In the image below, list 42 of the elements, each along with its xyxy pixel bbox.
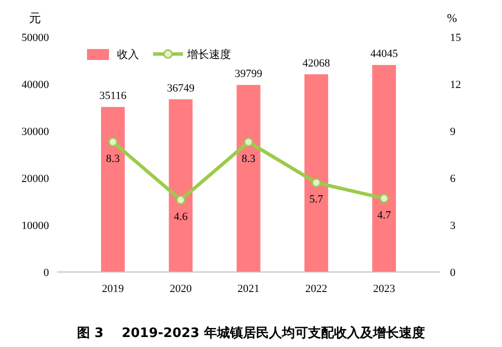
x-tick-label: 2021 — [238, 283, 260, 295]
x-tick-label: 2023 — [373, 283, 396, 295]
bar — [168, 99, 193, 272]
y2-axis-title: % — [447, 11, 457, 25]
y-tick-label: 20000 — [22, 173, 50, 185]
y2-tick-label: 15 — [450, 32, 462, 44]
bar — [236, 84, 260, 272]
data-label: 5.7 — [309, 194, 324, 206]
y2-tick-label: 0 — [450, 267, 456, 279]
x-tick-label: 2019 — [102, 283, 124, 295]
legend-label: 收入 — [117, 48, 139, 61]
y-tick-label: 50000 — [22, 32, 50, 44]
data-label: 4.7 — [377, 209, 392, 222]
data-label: 39799 — [234, 68, 263, 80]
data-label: 4.6 — [174, 210, 188, 223]
data-label: 8.3 — [106, 152, 120, 165]
text: 图 3 2019-2023 年城镇居民人均可支配收入及增长速度 — [77, 325, 425, 341]
y2-tick-label: 3 — [450, 220, 456, 232]
data-label: 42068 — [302, 57, 331, 70]
point — [108, 137, 118, 147]
y-tick-label: 0 — [44, 267, 50, 279]
y2-tick-label: 6 — [450, 173, 456, 185]
data-label: 8.3 — [242, 152, 256, 165]
point — [244, 137, 254, 147]
point — [379, 194, 389, 204]
y-tick-label: 10000 — [22, 220, 50, 232]
y-tick-label: 30000 — [22, 126, 50, 138]
data-label: 44045 — [370, 48, 398, 60]
point — [312, 178, 322, 188]
y-axis-title: 元 — [29, 11, 41, 25]
y-tick-label: 40000 — [22, 79, 50, 91]
bar — [372, 64, 396, 272]
bar — [304, 74, 328, 272]
y2-tick-label: 12 — [450, 79, 461, 91]
data-label: 35116 — [99, 90, 127, 102]
x-tick-label: 2020 — [170, 283, 192, 295]
point — [176, 195, 186, 205]
y2-tick-label: 9 — [450, 126, 456, 138]
bar — [101, 106, 125, 272]
data-label: 36749 — [166, 82, 195, 94]
x-tick-label: 2022 — [305, 283, 328, 295]
legend-label: 增长速度 — [186, 48, 231, 61]
